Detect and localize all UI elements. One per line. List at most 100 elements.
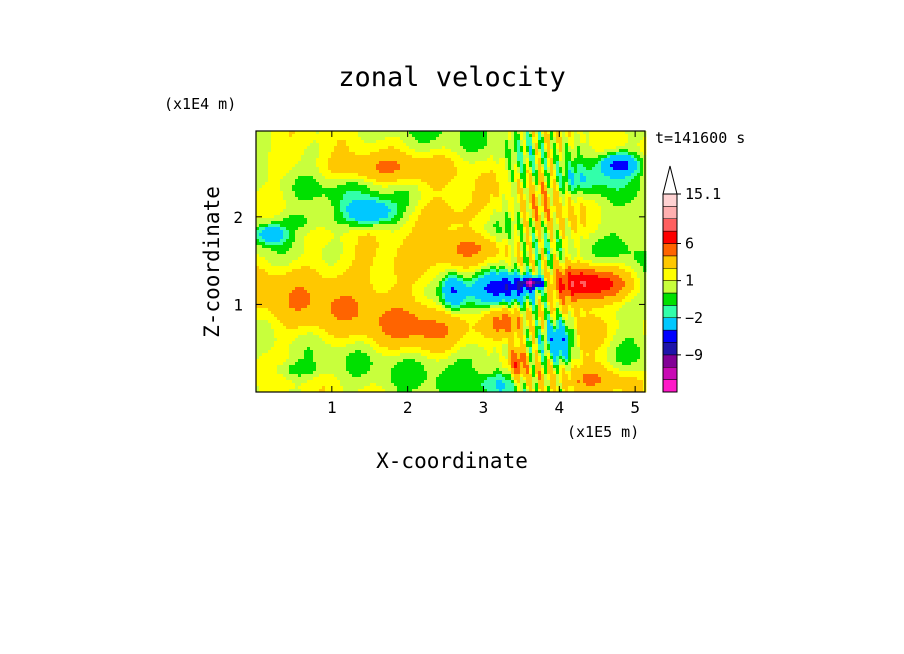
field-cell	[427, 191, 431, 195]
field-cell	[631, 215, 635, 219]
field-cell	[490, 197, 494, 201]
field-cell	[619, 242, 623, 246]
field-cell	[583, 230, 587, 234]
field-cell	[505, 143, 509, 147]
field-cell	[421, 179, 425, 183]
field-cell	[394, 209, 398, 213]
field-cell	[631, 233, 635, 237]
field-cell	[637, 164, 641, 168]
field-cell	[388, 221, 392, 225]
field-cell	[523, 170, 527, 174]
field-cell	[499, 236, 503, 240]
field-cell	[631, 161, 635, 165]
field-cell	[433, 161, 437, 165]
field-cell	[418, 236, 422, 240]
field-cell	[616, 170, 620, 174]
field-cell	[592, 233, 596, 237]
field-cell	[490, 188, 494, 192]
field-cell	[373, 182, 377, 186]
field-cell	[277, 164, 281, 168]
field-cell	[514, 134, 518, 138]
field-cell	[409, 155, 413, 159]
field-cell	[484, 197, 488, 201]
field-cell	[289, 152, 293, 156]
field-cell	[496, 146, 500, 150]
field-cell	[553, 170, 557, 174]
field-cell	[304, 161, 308, 165]
field-cell	[394, 134, 398, 138]
field-cell	[280, 188, 284, 192]
field-cell	[316, 191, 320, 195]
field-cell	[526, 230, 530, 234]
field-cell	[409, 215, 413, 219]
field-cell	[496, 188, 500, 192]
field-cell	[328, 182, 332, 186]
field-cell	[595, 227, 599, 231]
field-cell	[460, 221, 464, 225]
field-cell	[478, 218, 482, 222]
field-cell	[511, 209, 515, 213]
field-cell	[535, 209, 539, 213]
field-cell	[487, 239, 491, 243]
field-cell	[499, 170, 503, 174]
field-cell	[421, 230, 425, 234]
field-cell	[520, 206, 524, 210]
field-cell	[616, 179, 620, 183]
field-cell	[289, 197, 293, 201]
field-cell	[496, 140, 500, 144]
field-cell	[607, 242, 611, 246]
field-cell	[403, 146, 407, 150]
field-cell	[520, 149, 524, 153]
field-cell	[535, 203, 539, 207]
field-cell	[313, 179, 317, 183]
field-cell	[562, 152, 566, 156]
field-cell	[400, 188, 404, 192]
field-cell	[274, 179, 278, 183]
field-cell	[301, 146, 305, 150]
field-cell	[553, 224, 557, 228]
field-cell	[409, 161, 413, 165]
field-cell	[460, 191, 464, 195]
field-cell	[319, 134, 323, 138]
field-cell	[292, 155, 296, 159]
field-cell	[373, 188, 377, 192]
field-cell	[256, 143, 260, 147]
field-cell	[418, 230, 422, 234]
field-cell	[628, 206, 632, 210]
field-cell	[427, 167, 431, 171]
field-cell	[385, 242, 389, 246]
field-cell	[370, 194, 374, 198]
field-cell	[637, 206, 641, 210]
field-cell	[430, 152, 434, 156]
field-cell	[493, 206, 497, 210]
field-cell	[556, 200, 560, 204]
field-cell	[460, 152, 464, 156]
field-cell	[385, 230, 389, 234]
field-cell	[475, 242, 479, 246]
field-cell	[319, 146, 323, 150]
field-cell	[436, 167, 440, 171]
field-cell	[574, 233, 578, 237]
field-cell	[355, 230, 359, 234]
field-cell	[397, 164, 401, 168]
field-cell	[256, 131, 260, 135]
field-cell	[295, 167, 299, 171]
field-cell	[307, 152, 311, 156]
field-cell	[535, 179, 539, 183]
field-cell	[484, 239, 488, 243]
field-cell	[598, 236, 602, 240]
field-cell	[589, 242, 593, 246]
field-cell	[463, 140, 467, 144]
field-cell	[391, 134, 395, 138]
field-cell	[631, 230, 635, 234]
field-cell	[553, 152, 557, 156]
field-cell	[478, 227, 482, 231]
field-cell	[403, 242, 407, 246]
field-cell	[295, 230, 299, 234]
field-cell	[577, 215, 581, 219]
field-cell	[370, 137, 374, 141]
field-cell	[568, 170, 572, 174]
field-cell	[571, 209, 575, 213]
field-cell	[325, 170, 329, 174]
field-cell	[625, 221, 629, 225]
